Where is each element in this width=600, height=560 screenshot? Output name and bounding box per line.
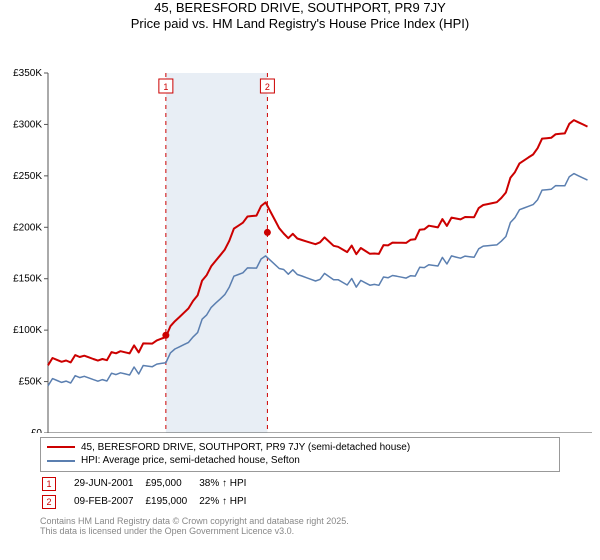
marker-pct-1: 38% ↑ HPI [199,476,256,492]
footer-line2: This data is licensed under the Open Gov… [40,526,560,537]
svg-text:£300K: £300K [13,119,42,130]
chart-container: 45, BERESFORD DRIVE, SOUTHPORT, PR9 7JY … [0,0,600,560]
svg-text:2: 2 [265,82,270,92]
legend: 45, BERESFORD DRIVE, SOUTHPORT, PR9 7JY … [40,437,560,472]
marker-date-2: 09-FEB-2007 [74,494,143,510]
marker-pct-2: 22% ↑ HPI [199,494,256,510]
svg-text:1: 1 [163,82,168,92]
svg-text:£350K: £350K [13,68,42,79]
footer-line1: Contains HM Land Registry data © Crown c… [40,516,560,527]
chart-title-line1: 45, BERESFORD DRIVE, SOUTHPORT, PR9 7JY [0,0,600,16]
legend-swatch-series2 [47,460,75,462]
chart-title-line2: Price paid vs. HM Land Registry's House … [0,16,600,32]
marker-row-1: 1 29-JUN-2001 £95,000 38% ↑ HPI [42,476,256,492]
legend-row-series1: 45, BERESFORD DRIVE, SOUTHPORT, PR9 7JY … [47,441,553,455]
svg-text:£100K: £100K [13,325,42,336]
marker-price-1: £95,000 [145,476,197,492]
marker-badge-1: 1 [42,477,56,491]
marker-row-2: 2 09-FEB-2007 £195,000 22% ↑ HPI [42,494,256,510]
legend-label-series1: 45, BERESFORD DRIVE, SOUTHPORT, PR9 7JY … [81,441,410,455]
svg-text:£150K: £150K [13,273,42,284]
svg-text:£50K: £50K [19,376,43,387]
footer-note: Contains HM Land Registry data © Crown c… [40,516,560,538]
marker-price-2: £195,000 [145,494,197,510]
marker-date-1: 29-JUN-2001 [74,476,143,492]
legend-row-series2: HPI: Average price, semi-detached house,… [47,454,553,468]
svg-text:£200K: £200K [13,222,42,233]
marker-table: 1 29-JUN-2001 £95,000 38% ↑ HPI 2 09-FEB… [40,474,258,512]
legend-label-series2: HPI: Average price, semi-detached house,… [81,454,300,468]
svg-text:£250K: £250K [13,170,42,181]
line-chart: £0£50K£100K£150K£200K£250K£300K£350K1995… [0,33,600,433]
legend-swatch-series1 [47,446,75,448]
svg-text:£0: £0 [31,428,43,433]
marker-badge-2: 2 [42,495,56,509]
